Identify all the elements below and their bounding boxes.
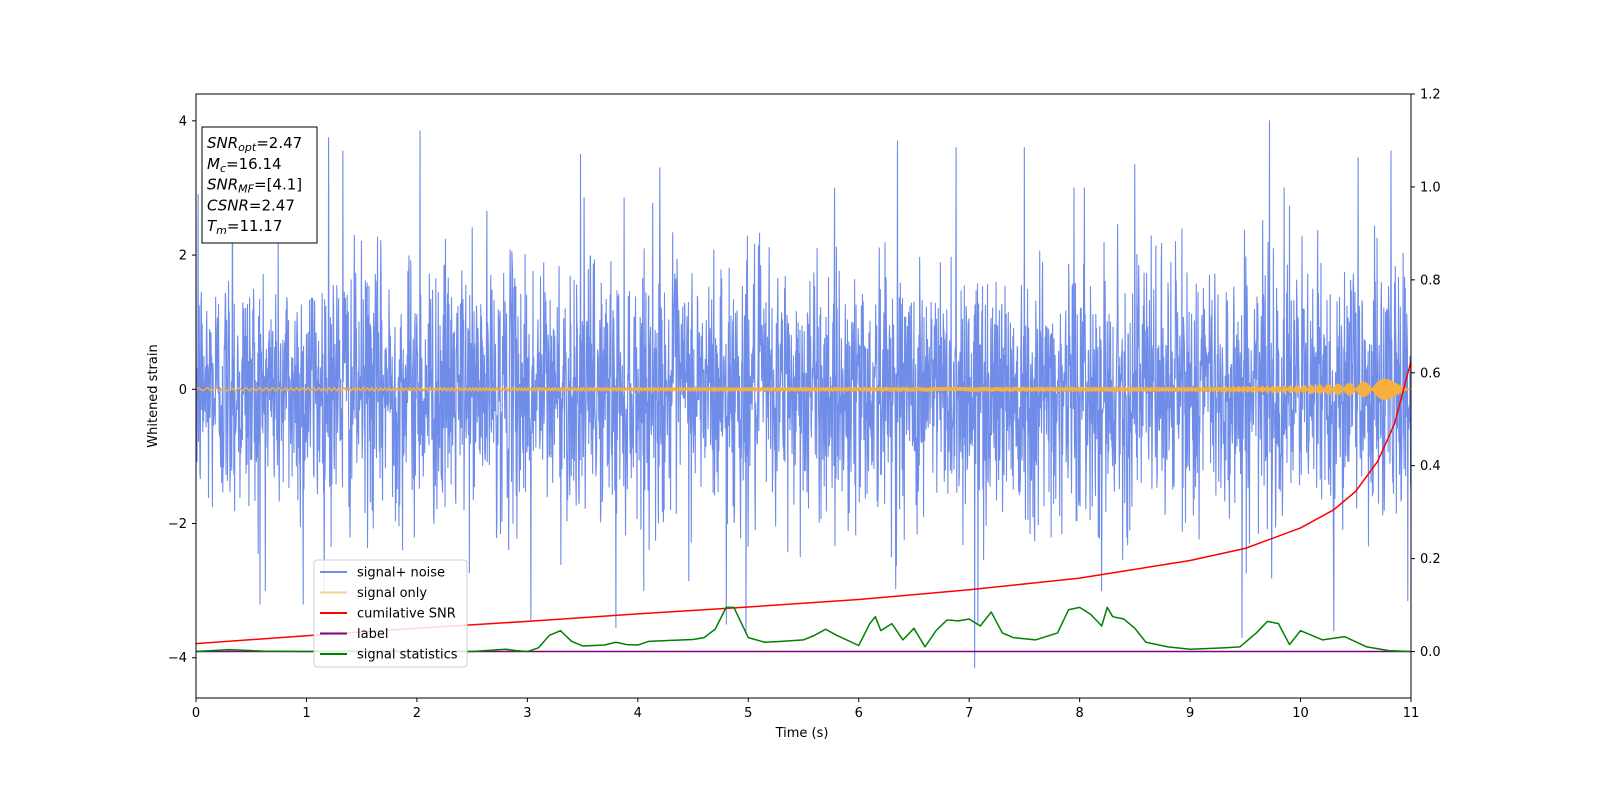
y2-tick-label: 0.2: [1420, 552, 1441, 567]
x-axis-label: Time (s): [775, 726, 829, 741]
cumilative-snr-line: [196, 360, 1411, 645]
y-tick-label: 2: [179, 249, 187, 264]
legend-label-signal-only: signal only: [357, 586, 427, 601]
legend: signal+ noise signal only cumilative SNR la…: [313, 559, 468, 668]
y2-tick-label: 1.0: [1420, 180, 1441, 195]
signal-noise-line: [196, 120, 1411, 669]
y-axis-label: Whitened strain: [146, 344, 161, 447]
y2-tick-label: 1.2: [1420, 88, 1441, 103]
annotation-csnr: CSNR=2.47: [207, 196, 295, 214]
y-tick-label: 0: [179, 383, 187, 398]
annotation-m-c: Mc=16.14: [207, 155, 282, 175]
legend-frame: [313, 559, 468, 668]
x-tick-label: 2: [413, 706, 421, 721]
annotation-snr-mf: SNRMF=[4.1]: [207, 176, 302, 196]
signal-statistics-line: [196, 606, 1411, 653]
y2-tick-label: 0.8: [1420, 273, 1441, 288]
x-tick-label: 4: [634, 706, 642, 721]
x-tick-label: 6: [855, 706, 863, 721]
x-tick-label: 8: [1075, 706, 1083, 721]
y2-tick-label: 0.6: [1420, 366, 1441, 381]
y2-tick-label: 0.4: [1420, 459, 1441, 474]
signal-only-line: [196, 378, 1411, 401]
x-tick-label: 5: [744, 706, 752, 721]
legend-label-label: label: [357, 627, 388, 642]
y2-tick-label: 0.0: [1420, 645, 1441, 660]
y-tick-label: −4: [168, 651, 187, 666]
x-tick-label: 3: [523, 706, 531, 721]
x-axis: 0 1 2 3 4 5 6 7 8 9 10 11: [192, 698, 1419, 721]
y-tick-label: 4: [179, 114, 187, 129]
x-tick-label: 7: [965, 706, 973, 721]
x-tick-label: 11: [1403, 706, 1420, 721]
x-tick-label: 10: [1292, 706, 1309, 721]
annotation-t-m: Tm=11.17: [207, 217, 282, 237]
y-axis-left: 4 2 0 −2 −4: [168, 114, 196, 666]
legend-label-cumilative-snr: cumilative SNR: [357, 607, 456, 622]
legend-label-signal-noise: signal+ noise: [357, 566, 445, 581]
x-tick-label: 0: [192, 706, 200, 721]
x-tick-label: 9: [1186, 706, 1194, 721]
legend-label-signal-statistics: signal statistics: [357, 648, 458, 663]
y-tick-label: −2: [168, 517, 187, 532]
y-axis-right: 1.2 1.0 0.8 0.6 0.4 0.2 0.0: [1411, 88, 1441, 660]
annotation-snr-opt: SNRopt=2.47: [207, 134, 302, 154]
plot-frame: [195, 93, 1412, 699]
x-tick-label: 1: [302, 706, 310, 721]
